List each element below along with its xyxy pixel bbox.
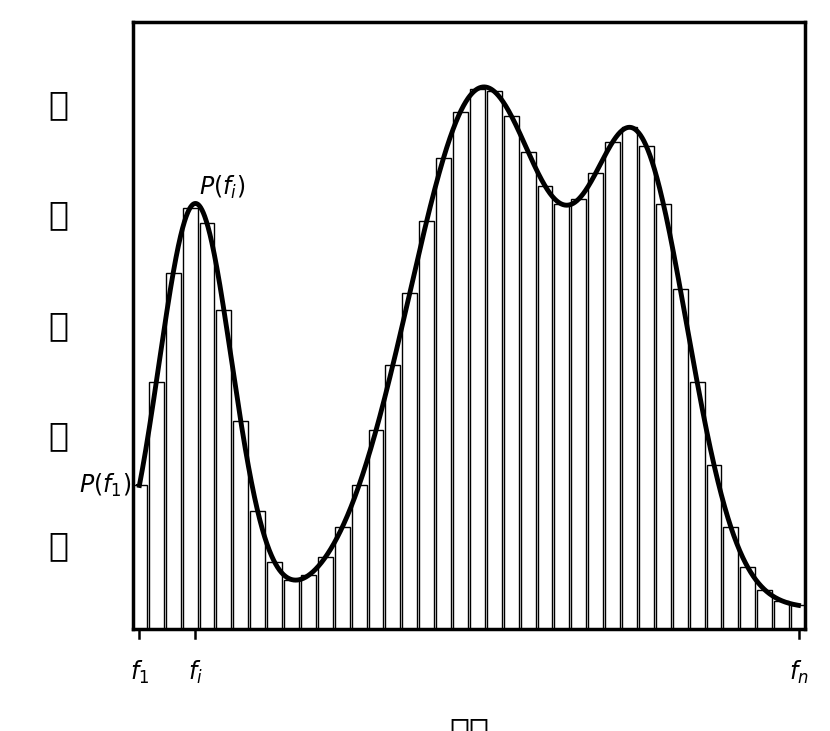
Text: 赫: 赫	[49, 199, 69, 232]
Bar	[487, 91, 502, 629]
Text: $P(f_1)$: $P(f_1)$	[80, 471, 131, 499]
Bar	[554, 204, 569, 629]
Bar	[301, 575, 316, 629]
Text: $P(f_i)$: $P(f_i)$	[198, 173, 245, 201]
Text: 谱: 谱	[49, 529, 69, 562]
Bar	[470, 89, 485, 629]
Bar	[538, 186, 553, 629]
Bar	[403, 293, 417, 629]
Bar	[267, 562, 282, 629]
Bar	[436, 158, 451, 629]
Bar	[724, 527, 739, 629]
Bar	[132, 485, 147, 629]
Bar	[334, 527, 349, 629]
Bar	[166, 273, 181, 629]
Bar	[251, 511, 265, 629]
Bar	[706, 465, 721, 629]
Bar	[318, 557, 333, 629]
Bar	[385, 365, 400, 629]
Bar	[571, 199, 586, 629]
Text: $f_{1}$: $f_{1}$	[129, 659, 149, 686]
Bar	[622, 127, 637, 629]
Bar	[217, 310, 232, 629]
Text: $f_{i}$: $f_{i}$	[188, 659, 203, 686]
Bar	[419, 221, 434, 629]
Bar	[656, 204, 671, 629]
Text: 兹: 兹	[49, 308, 69, 342]
Text: 波: 波	[49, 419, 69, 452]
Bar	[149, 382, 164, 629]
Bar	[504, 115, 519, 629]
Bar	[453, 112, 468, 629]
Bar	[520, 152, 535, 629]
Bar	[740, 567, 755, 629]
Bar	[690, 382, 705, 629]
Text: 太: 太	[49, 88, 69, 121]
Bar	[757, 590, 772, 629]
Bar	[791, 605, 806, 629]
Text: 频率: 频率	[449, 716, 489, 731]
Text: $f_{n}$: $f_{n}$	[788, 659, 808, 686]
Bar	[369, 431, 383, 629]
Bar	[673, 289, 687, 629]
Bar	[199, 224, 214, 629]
Bar	[774, 601, 789, 629]
Bar	[352, 485, 367, 629]
Bar	[588, 173, 603, 629]
Bar	[639, 146, 654, 629]
Bar	[183, 208, 198, 629]
Bar	[605, 142, 620, 629]
Bar	[233, 421, 248, 629]
Bar	[284, 580, 299, 629]
